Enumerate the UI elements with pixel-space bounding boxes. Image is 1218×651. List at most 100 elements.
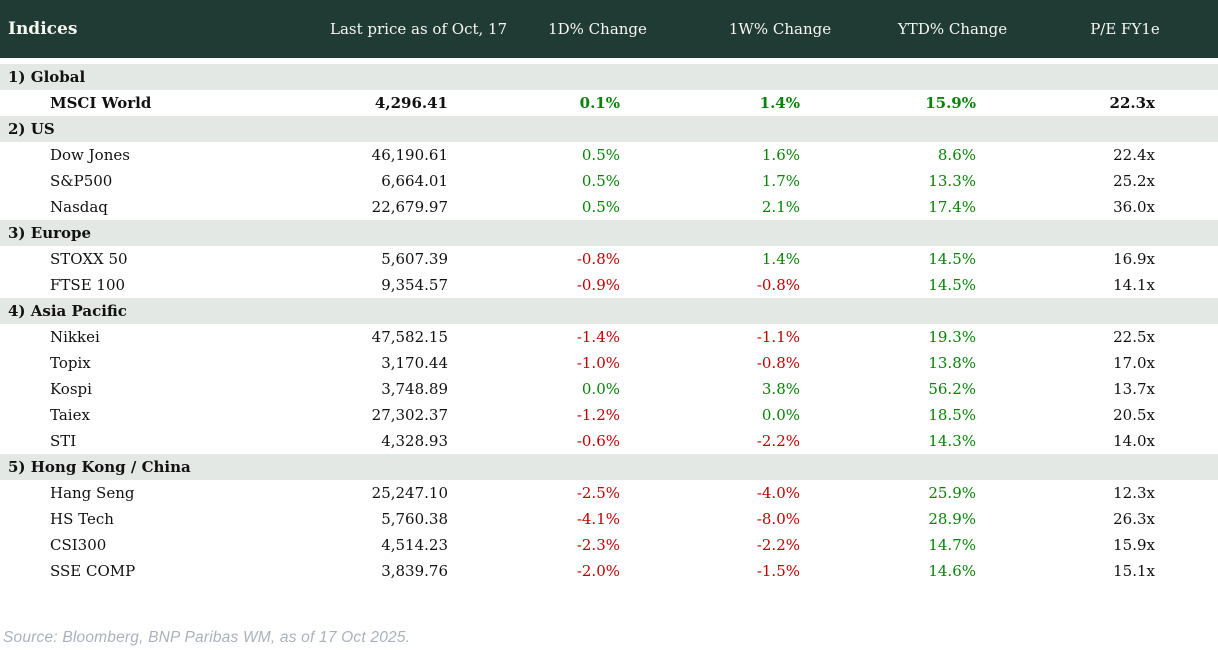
1d-change-cell: -1.0%: [576, 354, 620, 372]
pe-cell: 20.5x: [1113, 406, 1155, 424]
1w-change-cell: 3.8%: [761, 380, 800, 398]
pe-cell: 22.5x: [1113, 328, 1155, 346]
index-name-cell: Nasdaq: [50, 198, 108, 216]
1d-change-cell: 0.5%: [581, 172, 620, 190]
last-price-cell: 47,582.15: [371, 328, 448, 346]
last-price-cell: 3,748.89: [381, 380, 448, 398]
section-header-row: 3) Europe: [0, 220, 1218, 246]
ytd-change-cell: 14.5%: [928, 276, 976, 294]
index-name-cell: STOXX 50: [50, 250, 128, 268]
table-row: STOXX 50 5,607.39 -0.8% 1.4% 14.5% 16.9x: [0, 246, 1218, 272]
ytd-change-cell: 14.6%: [928, 562, 976, 580]
ytd-change-cell: 14.5%: [928, 250, 976, 268]
pe-cell: 14.0x: [1113, 432, 1155, 450]
1w-change-cell: -1.5%: [756, 562, 800, 580]
1w-change-cell: 1.4%: [759, 94, 800, 112]
last-price-cell: 9,354.57: [381, 276, 448, 294]
ytd-change-cell: 56.2%: [928, 380, 976, 398]
index-name-cell: Nikkei: [50, 328, 100, 346]
table-row: HS Tech 5,760.38 -4.1% -8.0% 28.9% 26.3x: [0, 506, 1218, 532]
index-name-cell: HS Tech: [50, 510, 114, 528]
column-header-pe: P/E FY1e: [1090, 20, 1160, 38]
index-name-cell: Dow Jones: [50, 146, 130, 164]
index-name-cell: Topix: [50, 354, 91, 372]
1d-change-cell: -2.3%: [576, 536, 620, 554]
section-header-row: 4) Asia Pacific: [0, 298, 1218, 324]
section-header-row: 5) Hong Kong / China: [0, 454, 1218, 480]
table-row: Kospi 3,748.89 0.0% 3.8% 56.2% 13.7x: [0, 376, 1218, 402]
ytd-change-cell: 17.4%: [928, 198, 976, 216]
1d-change-cell: -1.4%: [576, 328, 620, 346]
pe-cell: 12.3x: [1113, 484, 1155, 502]
pe-cell: 22.4x: [1113, 146, 1155, 164]
index-name-cell: Kospi: [50, 380, 92, 398]
ytd-change-cell: 13.8%: [928, 354, 976, 372]
table-header-row: Indices Last price as of Oct, 17 1D% Cha…: [0, 0, 1218, 58]
pe-cell: 13.7x: [1113, 380, 1155, 398]
table-row: Topix 3,170.44 -1.0% -0.8% 13.8% 17.0x: [0, 350, 1218, 376]
last-price-cell: 22,679.97: [371, 198, 448, 216]
column-header-last-price: Last price as of Oct, 17: [330, 20, 508, 38]
1w-change-cell: -4.0%: [756, 484, 800, 502]
ytd-change-cell: 14.3%: [928, 432, 976, 450]
last-price-cell: 5,760.38: [381, 510, 448, 528]
index-name-cell: SSE COMP: [50, 562, 136, 580]
pe-cell: 25.2x: [1113, 172, 1155, 190]
last-price-cell: 4,328.93: [381, 432, 448, 450]
table-row: Nasdaq 22,679.97 0.5% 2.1% 17.4% 36.0x: [0, 194, 1218, 220]
1d-change-cell: 0.0%: [581, 380, 620, 398]
1w-change-cell: -2.2%: [756, 536, 800, 554]
1w-change-cell: 1.7%: [761, 172, 800, 190]
ytd-change-cell: 8.6%: [937, 146, 976, 164]
table-row: Hang Seng 25,247.10 -2.5% -4.0% 25.9% 12…: [0, 480, 1218, 506]
source-note: Source: Bloomberg, BNP Paribas WM, as of…: [3, 629, 411, 646]
1d-change-cell: -2.0%: [576, 562, 620, 580]
table-row: STI 4,328.93 -0.6% -2.2% 14.3% 14.0x: [0, 428, 1218, 454]
ytd-change-cell: 28.9%: [928, 510, 976, 528]
1d-change-cell: -2.5%: [576, 484, 620, 502]
last-price-cell: 46,190.61: [371, 146, 448, 164]
section-label: 1) Global: [8, 68, 86, 86]
1w-change-cell: 2.1%: [761, 198, 800, 216]
table-row: Taiex 27,302.37 -1.2% 0.0% 18.5% 20.5x: [0, 402, 1218, 428]
section-header-row: 2) US: [0, 116, 1218, 142]
last-price-cell: 5,607.39: [381, 250, 448, 268]
1d-change-cell: 0.1%: [579, 94, 620, 112]
pe-cell: 26.3x: [1113, 510, 1155, 528]
1d-change-cell: -0.9%: [576, 276, 620, 294]
last-price-cell: 25,247.10: [371, 484, 448, 502]
section-label: 2) US: [8, 120, 55, 138]
1w-change-cell: 1.4%: [761, 250, 800, 268]
pe-cell: 16.9x: [1113, 250, 1155, 268]
last-price-cell: 4,514.23: [381, 536, 448, 554]
table-row: SSE COMP 3,839.76 -2.0% -1.5% 14.6% 15.1…: [0, 558, 1218, 584]
column-header-1w-change: 1W% Change: [728, 20, 832, 38]
last-price-cell: 27,302.37: [371, 406, 448, 424]
table-row: CSI300 4,514.23 -2.3% -2.2% 14.7% 15.9x: [0, 532, 1218, 558]
table-row: MSCI World 4,296.41 0.1% 1.4% 15.9% 22.3…: [0, 90, 1218, 116]
1w-change-cell: -8.0%: [756, 510, 800, 528]
table-body: 1) Global MSCI World 4,296.41 0.1% 1.4% …: [0, 64, 1218, 584]
1d-change-cell: 0.5%: [581, 146, 620, 164]
1w-change-cell: -0.8%: [756, 354, 800, 372]
ytd-change-cell: 14.7%: [928, 536, 976, 554]
1d-change-cell: -0.6%: [576, 432, 620, 450]
index-name-cell: FTSE 100: [50, 276, 126, 294]
table-row: Nikkei 47,582.15 -1.4% -1.1% 19.3% 22.5x: [0, 324, 1218, 350]
index-name-cell: MSCI World: [50, 94, 152, 112]
1d-change-cell: -0.8%: [576, 250, 620, 268]
section-label: 5) Hong Kong / China: [8, 458, 191, 476]
column-header-1d-change: 1D% Change: [548, 20, 647, 38]
1d-change-cell: 0.5%: [581, 198, 620, 216]
section-label: 4) Asia Pacific: [8, 302, 127, 320]
1d-change-cell: -4.1%: [576, 510, 620, 528]
pe-cell: 22.3x: [1109, 94, 1155, 112]
last-price-cell: 4,296.41: [374, 94, 448, 112]
index-name-cell: Hang Seng: [50, 484, 135, 502]
1w-change-cell: -0.8%: [756, 276, 800, 294]
last-price-cell: 3,839.76: [381, 562, 448, 580]
1w-change-cell: 1.6%: [761, 146, 800, 164]
1w-change-cell: -2.2%: [756, 432, 800, 450]
1w-change-cell: -1.1%: [756, 328, 800, 346]
pe-cell: 14.1x: [1113, 276, 1155, 294]
